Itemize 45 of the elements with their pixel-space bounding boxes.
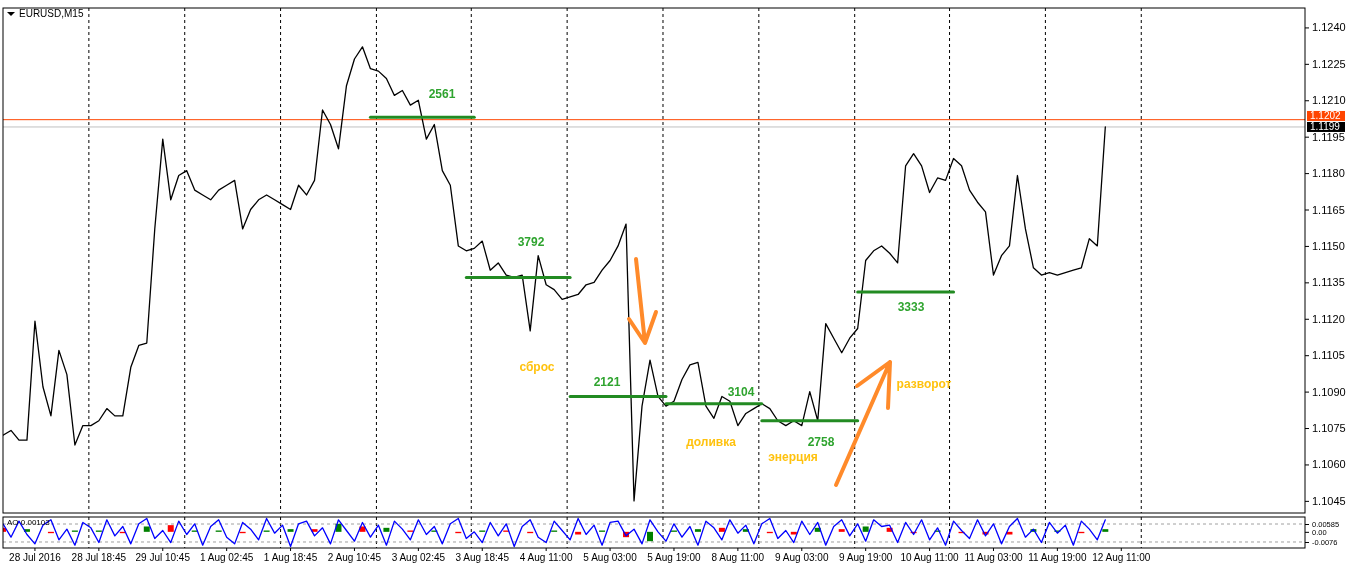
- x-tick-label: 9 Aug 19:00: [838, 552, 893, 563]
- x-tick-label: 3 Aug 18:45: [455, 552, 510, 563]
- annotation: разворот: [896, 377, 952, 391]
- annotation: 3104: [727, 385, 755, 399]
- x-tick-label: 2 Aug 10:45: [327, 552, 382, 563]
- annotation: 2758: [807, 435, 835, 449]
- x-tick-label: 5 Aug 19:00: [647, 552, 702, 563]
- x-tick-label: 12 Aug 11:00: [1092, 552, 1151, 563]
- x-tick-label: 8 Aug 11:00: [711, 552, 765, 563]
- x-tick-label: 28 Jul 2016: [9, 552, 62, 563]
- annotation: 2561: [428, 87, 456, 101]
- y-tick-label: 1.1240: [1312, 21, 1346, 34]
- y-tick-label: 1.1060: [1312, 458, 1346, 471]
- y-tick-label: 1.1195: [1312, 130, 1345, 143]
- annotation: 3333: [897, 300, 925, 314]
- y-tick-label: 1.1150: [1312, 239, 1345, 252]
- ref-line-label: 1.1199: [1310, 121, 1341, 133]
- x-tick-label: 29 Jul 10:45: [135, 552, 191, 563]
- x-tick-label: 11 Aug 03:00: [964, 552, 1024, 563]
- annotation: энерция: [768, 450, 818, 464]
- x-tick-label: 11 Aug 19:00: [1028, 552, 1087, 563]
- y-tick-label: 1.1120: [1312, 312, 1345, 325]
- annotation: сброс: [519, 360, 555, 374]
- x-tick-label: 4 Aug 11:00: [519, 552, 573, 563]
- x-tick-label: 3 Aug 02:45: [391, 552, 446, 563]
- x-tick-label: 1 Aug 18:45: [263, 552, 318, 563]
- annotation: доливка: [686, 435, 737, 449]
- x-tick-label: 9 Aug 03:00: [775, 552, 829, 563]
- y-tick-label: 1.1045: [1312, 494, 1346, 507]
- x-tick-label: 1 Aug 02:45: [199, 552, 254, 563]
- y-tick-label: 1.1210: [1312, 94, 1346, 107]
- x-tick-label: 28 Jul 18:45: [71, 552, 127, 563]
- y-tick-label: 1.1075: [1312, 422, 1346, 435]
- chart-title: EURUSD,M15: [19, 8, 84, 19]
- annotation: 3792: [517, 235, 545, 249]
- ref-line-label: 1.1202: [1310, 110, 1342, 122]
- y-tick-label: 1.1090: [1312, 385, 1346, 398]
- y-tick-label: 1.1225: [1312, 57, 1346, 70]
- y-tick-label: 1.1165: [1312, 203, 1345, 216]
- y-tick-label: 1.1135: [1312, 276, 1345, 289]
- x-tick-label: 10 Aug 11:00: [900, 552, 960, 563]
- y-tick-label: 1.1180: [1312, 167, 1345, 180]
- x-tick-label: 5 Aug 03:00: [583, 552, 638, 563]
- annotation: 2121: [593, 375, 621, 389]
- y-tick-label: 1.1105: [1312, 349, 1345, 362]
